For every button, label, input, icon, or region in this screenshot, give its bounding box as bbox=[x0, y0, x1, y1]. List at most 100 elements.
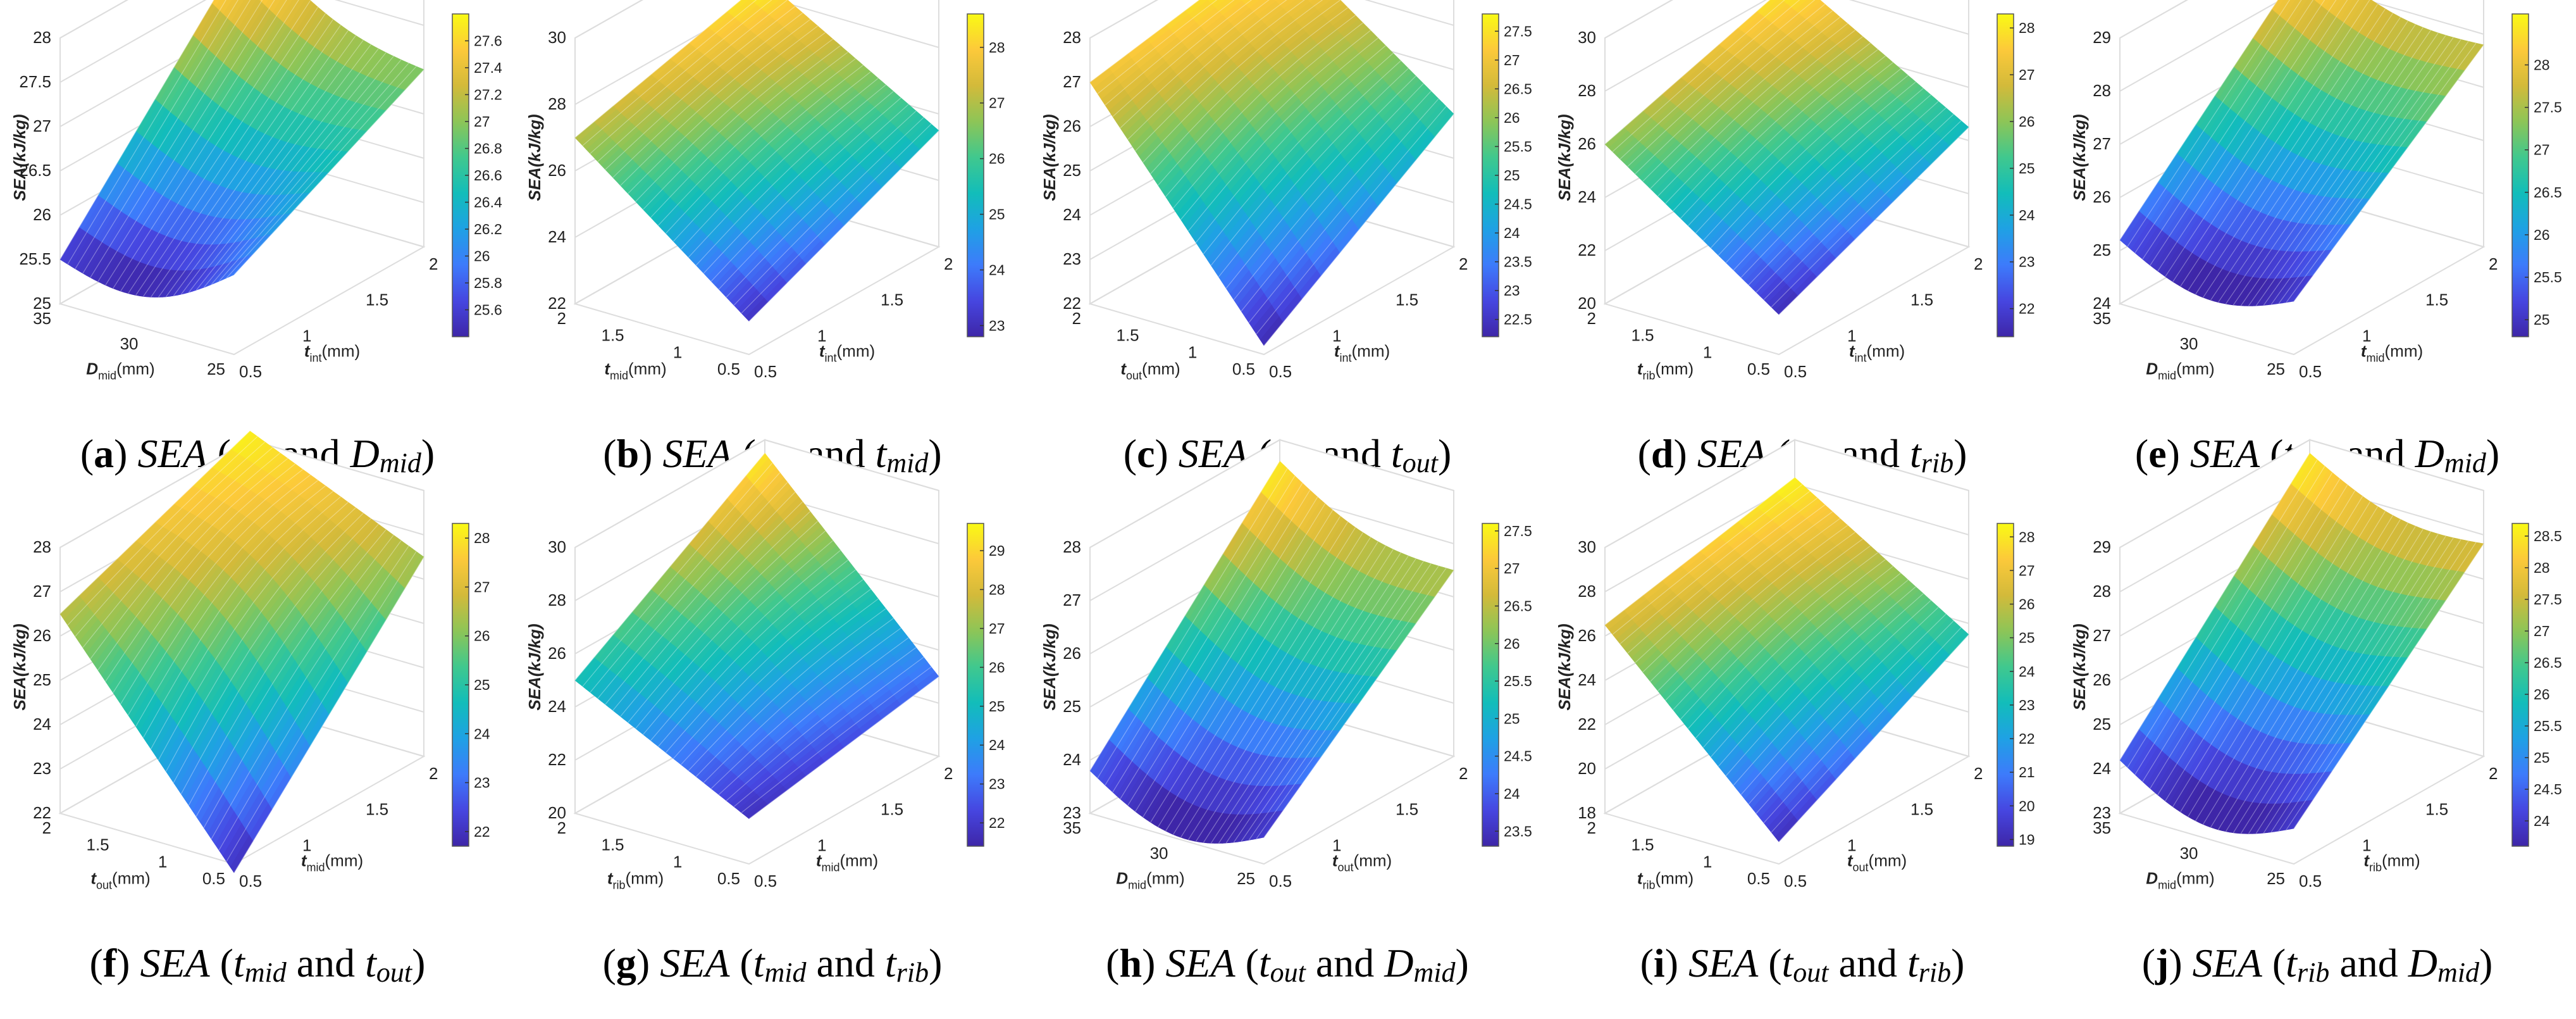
z-tick-label: 28 bbox=[2093, 81, 2111, 100]
y-label-unit: (mm) bbox=[325, 851, 364, 870]
z-tick-label: 28 bbox=[1578, 81, 1596, 100]
y-label-unit: (mm) bbox=[2385, 342, 2424, 361]
mesh-line bbox=[2134, 0, 2302, 254]
mesh-line bbox=[90, 453, 281, 660]
x-tick-label: 1 bbox=[673, 852, 682, 871]
z-tick-label: 23 bbox=[1063, 249, 1081, 268]
y-axis-label: tmid(mm) bbox=[301, 851, 363, 874]
mesh-line bbox=[718, 104, 909, 290]
x-tick-label: 2 bbox=[557, 818, 566, 837]
caption-label: b bbox=[616, 431, 640, 476]
caption-metric: SEA bbox=[137, 431, 207, 476]
mesh-line bbox=[142, 491, 333, 738]
colorbar-tick-label: 26.5 bbox=[2534, 184, 2562, 201]
colorbar-tick-label: 26 bbox=[474, 248, 490, 265]
z-tick-label: 24 bbox=[1063, 750, 1081, 769]
mesh-line bbox=[1210, 552, 1401, 844]
mesh-line bbox=[211, 540, 402, 839]
mesh-line bbox=[574, 0, 742, 138]
surface-plot-f: 22232425262728SEA(kJ/kg)21.510.5tout(mm)… bbox=[10, 430, 490, 892]
x-label-sub: out bbox=[1126, 370, 1142, 382]
panel-b: 22 24 26 28 30 SEA(kJ/kg) 2 1.5 1 0.5 tmid(mm) 0.5 1… bbox=[515, 0, 1030, 509]
mesh-line bbox=[1127, 496, 1318, 806]
y-tick-label: 1 bbox=[1847, 835, 1856, 854]
surface-plot-c: 22232425262728SEA(kJ/kg)21.510.5tout(mm)… bbox=[1040, 0, 1532, 382]
y-label-base: t bbox=[816, 851, 822, 870]
colorbar-tick-label: 27.5 bbox=[1504, 23, 1532, 39]
mesh-line bbox=[680, 589, 871, 765]
y-tick-label: 1 bbox=[817, 835, 826, 854]
mesh-line bbox=[650, 550, 841, 741]
mesh-line bbox=[1650, 518, 1841, 682]
x-tick-label: 1 bbox=[673, 342, 682, 361]
z-tick-label: 23 bbox=[33, 759, 51, 778]
colorbar-tick-label: 27 bbox=[1504, 52, 1520, 68]
colorbar-tick-label: 22 bbox=[989, 815, 1005, 831]
caption-var2-sub: mid bbox=[379, 447, 421, 478]
caption-label: g bbox=[616, 941, 636, 985]
mesh-line bbox=[741, 666, 932, 813]
colorbar bbox=[1482, 523, 1499, 847]
x-label-base: t bbox=[90, 869, 97, 888]
z-tick-label: 28 bbox=[548, 591, 566, 610]
x-tick-label: 0.5 bbox=[1747, 359, 1770, 378]
caption-var1-sub: mid bbox=[764, 957, 807, 988]
mesh-line bbox=[1740, 600, 1931, 795]
colorbar-tick-label: 23 bbox=[1504, 282, 1520, 299]
mesh-line bbox=[2195, 8, 2386, 295]
x-label-base: t bbox=[607, 869, 614, 888]
z-tick-label: 20 bbox=[1578, 294, 1596, 313]
y-label-sub: int bbox=[825, 352, 837, 365]
z-tick-label: 26 bbox=[1578, 626, 1596, 645]
y-axis-label: tmid(mm) bbox=[2361, 342, 2423, 365]
y-tick-label: 2 bbox=[429, 764, 438, 783]
mesh-line bbox=[2217, 20, 2408, 303]
z-tick-label: 27.5 bbox=[19, 72, 51, 91]
mesh-line bbox=[1165, 15, 1356, 197]
z-tick-label: 26 bbox=[548, 644, 566, 663]
mesh-line bbox=[2232, 27, 2424, 306]
mesh-line bbox=[180, 44, 371, 295]
mesh-line bbox=[1241, 563, 1432, 842]
mesh-line bbox=[67, 436, 258, 626]
surface-mesh bbox=[59, 0, 424, 297]
x-axis-label: trib(mm) bbox=[607, 869, 664, 892]
mesh-line bbox=[1097, 468, 1288, 778]
caption-label: f bbox=[102, 941, 117, 985]
y-label-sub: int bbox=[1855, 352, 1867, 365]
z-tick-label: 22 bbox=[1578, 241, 1596, 259]
mesh-line bbox=[188, 523, 379, 806]
mesh-line bbox=[1627, 497, 1818, 654]
caption-label: a bbox=[94, 431, 115, 476]
y-label-sub: int bbox=[310, 352, 322, 365]
mesh-line bbox=[1718, 579, 1909, 767]
mesh-line bbox=[1172, 532, 1364, 835]
colorbar-tick-label: 27.5 bbox=[2534, 99, 2562, 116]
x-tick-label: 35 bbox=[33, 309, 51, 328]
mesh-line bbox=[128, 6, 319, 294]
mesh-line bbox=[113, 0, 299, 289]
mesh-line bbox=[226, 551, 417, 862]
mesh-line bbox=[97, 458, 288, 671]
surface-cell bbox=[230, 835, 254, 873]
mesh-line bbox=[143, 19, 333, 297]
y-label-base: t bbox=[1334, 342, 1341, 361]
mesh-line bbox=[726, 647, 917, 801]
colorbar-tick-label: 23 bbox=[474, 775, 490, 791]
mesh-line bbox=[2293, 44, 2484, 302]
z-tick-label: 27 bbox=[1063, 591, 1081, 610]
mesh-line bbox=[1619, 491, 1811, 644]
x-label-sub: mid bbox=[610, 370, 628, 382]
colorbar-tick-label: 27.6 bbox=[474, 33, 502, 49]
colorbar-tick-label: 28 bbox=[474, 530, 490, 546]
colorbar-tick-label: 28 bbox=[989, 39, 1005, 56]
mesh-line bbox=[1135, 0, 1305, 151]
y-tick-label: 1.5 bbox=[1396, 800, 1418, 819]
mesh-line bbox=[1702, 62, 1893, 241]
y-tick-label: 1.5 bbox=[1396, 291, 1418, 309]
mesh-line bbox=[658, 560, 848, 747]
x-label-unit: (mm) bbox=[112, 869, 151, 888]
x-tick-label: 0.5 bbox=[1747, 869, 1770, 888]
